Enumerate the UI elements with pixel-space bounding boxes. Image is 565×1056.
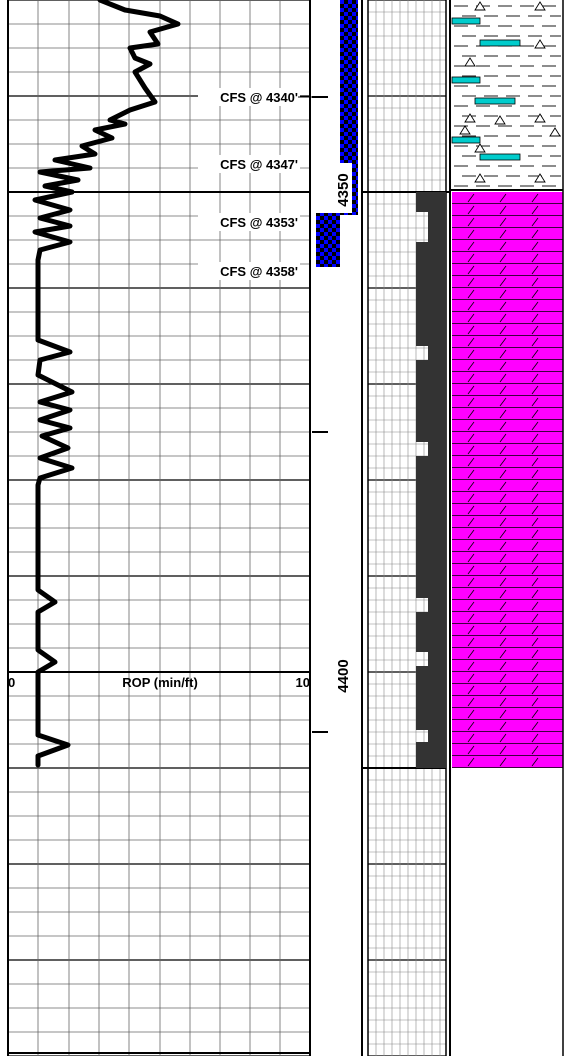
depth-track: 4350 4400 [309,0,363,1056]
depth-label-4400: 4400 [335,659,352,692]
chert-band [479,39,521,47]
cfs-label-4353: CFS @ 4353' [220,215,298,230]
rop-scale: 0 ROP (min/ft) 10 [8,675,310,690]
limestone-interval [452,192,563,768]
chert-band [479,153,521,161]
cfs-label-4340: CFS @ 4340' [220,90,298,105]
rop-track-grid [7,0,311,1056]
porosity-column [416,192,446,768]
chert-band [451,17,481,25]
rop-scale-max: 10 [296,675,310,690]
cfs-annotations: CFS @ 4340' CFS @ 4347' CFS @ 4353' CFS … [198,88,318,280]
sample-interval-bar-lower [316,213,340,267]
cfs-label-4358: CFS @ 4358' [220,264,298,279]
sample-interval-bar-upper [340,0,358,215]
chert-band [474,97,516,105]
rop-scale-title: ROP (min/ft) [122,675,198,690]
chert-band [451,136,481,144]
depth-label-4350: 4350 [335,173,352,206]
rop-curve [32,0,181,768]
cfs-label-4347: CFS @ 4347' [220,157,298,172]
chert-band [451,76,481,84]
lithology-track [449,0,564,1056]
rop-scale-min: 0 [8,675,15,690]
